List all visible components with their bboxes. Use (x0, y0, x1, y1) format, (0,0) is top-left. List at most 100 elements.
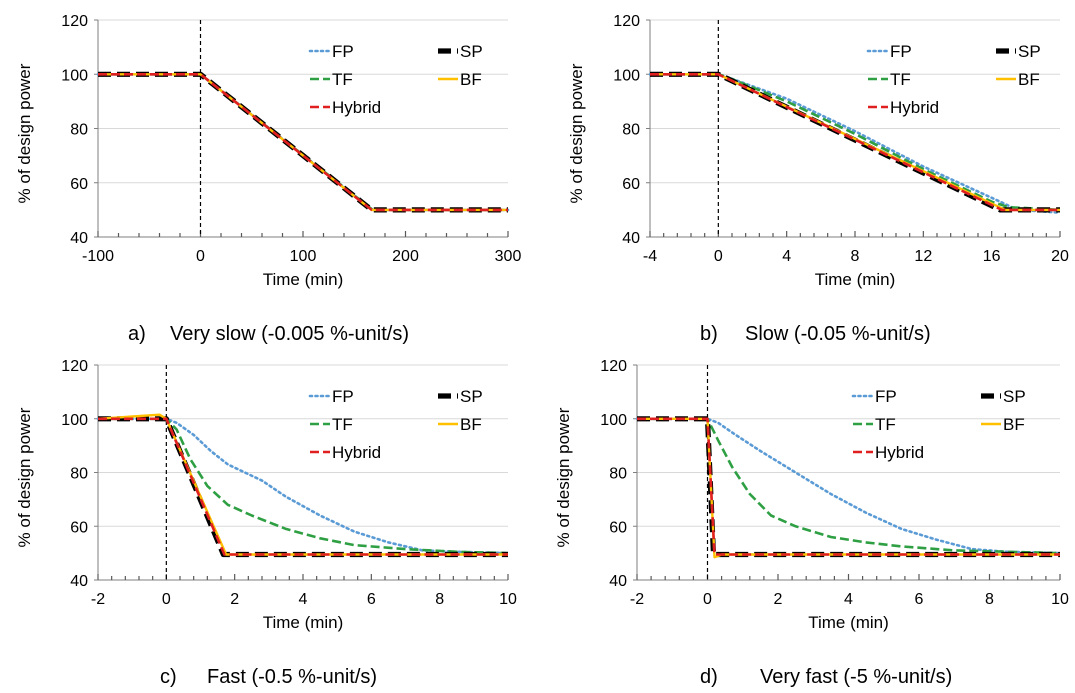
series-line-sp (98, 71, 508, 213)
x-tick-label: 6 (915, 591, 924, 608)
legend-label-fp: FP (332, 42, 354, 61)
x-tick-label: 10 (1051, 591, 1069, 608)
x-tick-label: -2 (630, 591, 644, 608)
legend-label-tf: TF (332, 70, 353, 89)
legend: FP SP TF BF Hybrid (308, 42, 483, 117)
y-axis-label: % of design power (567, 63, 586, 203)
y-tick-label: 100 (613, 67, 640, 84)
y-axis-label: % of design power (15, 407, 34, 547)
x-tick-label: 0 (196, 248, 205, 265)
legend-label-hybrid: Hybrid (332, 98, 381, 117)
x-tick-label: 10 (499, 591, 517, 608)
x-tick-label: 4 (299, 591, 308, 608)
y-tick-label: 40 (622, 230, 640, 247)
series-line-bf (98, 73, 508, 212)
legend-label-bf: BF (460, 70, 482, 89)
caption-text: Slow (-0.05 %-unit/s) (745, 323, 931, 345)
chart-panel-1: -100 0 100 200 300 40 60 80 100 120 Time (min) % of… (15, 13, 521, 345)
x-axis-label: Time (min) (808, 613, 889, 632)
series-line-sp (650, 71, 1060, 213)
x-tick-label: 8 (435, 591, 444, 608)
y-tick-label: 60 (70, 519, 88, 536)
x-axis-label: Time (min) (263, 613, 344, 632)
caption-letter: c) (160, 666, 177, 688)
x-tick-label: 2 (774, 591, 783, 608)
x-tick-label: 200 (392, 248, 419, 265)
y-tick-label: 60 (622, 176, 640, 193)
series-line-fp (96, 417, 510, 555)
y-tick-label: 40 (609, 573, 627, 590)
legend-label-hybrid: Hybrid (890, 98, 939, 117)
legend-label-sp: SP (1018, 42, 1041, 61)
caption-letter: a) (128, 323, 146, 345)
series-line-sp (637, 416, 1060, 558)
x-tick-label: 100 (290, 248, 317, 265)
legend-label-fp: FP (875, 387, 897, 406)
x-tick-label: 20 (1051, 248, 1069, 265)
y-tick-label: 80 (70, 466, 88, 483)
legend: FP SP TF BF Hybrid (308, 387, 483, 462)
legend-label-tf: TF (875, 415, 896, 434)
series-line-tf (98, 417, 509, 555)
legend-label-sp: SP (1003, 387, 1026, 406)
x-axis-label: Time (min) (263, 270, 344, 289)
legend-label-hybrid: Hybrid (332, 443, 381, 462)
series-line-hybrid (637, 417, 1060, 556)
series-line-tf (98, 73, 508, 212)
y-axis-label: % of design power (554, 407, 573, 547)
x-tick-label: 300 (495, 248, 522, 265)
x-tick-label: -2 (91, 591, 105, 608)
x-tick-label: 6 (367, 591, 376, 608)
y-tick-label: 120 (600, 358, 627, 375)
y-tick-label: 40 (70, 573, 88, 590)
caption-text: Very fast (-5 %-unit/s) (760, 666, 952, 688)
y-axis-label: % of design power (15, 63, 34, 203)
caption-text: Very slow (-0.005 %-unit/s) (170, 323, 409, 345)
x-tick-label: 2 (230, 591, 239, 608)
series-line-hybrid (650, 73, 1060, 212)
x-tick-label: 0 (703, 591, 712, 608)
chart-panel-2: -4 0 4 8 12 16 20 40 60 80 100 120 Time (min) % of de… (567, 13, 1069, 345)
legend-label-bf: BF (1018, 70, 1040, 89)
series-line-fp (635, 417, 1062, 555)
legend: FP SP TF BF Hybrid (851, 387, 1026, 462)
legend-label-bf: BF (1003, 415, 1025, 434)
y-tick-label: 60 (70, 176, 88, 193)
series-line-hybrid (98, 417, 508, 556)
legend-label-sp: SP (460, 42, 483, 61)
y-tick-label: 100 (61, 412, 88, 429)
legend-label-tf: TF (332, 415, 353, 434)
x-tick-label: -4 (643, 248, 657, 265)
y-tick-label: 80 (609, 466, 627, 483)
legend: FP SP TF BF Hybrid (866, 42, 1041, 117)
series-line-fp (648, 73, 1062, 214)
series-line-fp (96, 73, 510, 212)
x-tick-label: 4 (844, 591, 853, 608)
series-line-hybrid (98, 73, 508, 212)
caption-letter: b) (700, 323, 718, 345)
series-line-sp (98, 416, 508, 558)
y-tick-label: 120 (61, 13, 88, 30)
legend-label-fp: FP (332, 387, 354, 406)
caption-letter: d) (700, 666, 718, 688)
y-tick-label: 120 (613, 13, 640, 30)
x-axis-label: Time (min) (815, 270, 896, 289)
x-tick-label: 0 (162, 591, 171, 608)
y-tick-label: 120 (61, 358, 88, 375)
legend-label-sp: SP (460, 387, 483, 406)
chart-panel-3: -2 0 2 4 6 8 10 40 60 80 100 120 Time (min) % of desi… (15, 358, 517, 688)
legend-label-tf: TF (890, 70, 911, 89)
legend-label-bf: BF (460, 415, 482, 434)
x-tick-label: 4 (782, 248, 791, 265)
y-tick-label: 60 (609, 519, 627, 536)
series-line-bf (637, 417, 1060, 559)
chart-panel-4: -2 0 2 4 6 8 10 40 60 80 100 120 Time (min) % of desi… (554, 358, 1069, 688)
x-tick-label: 8 (985, 591, 994, 608)
legend-label-hybrid: Hybrid (875, 443, 924, 462)
x-tick-label: 0 (714, 248, 723, 265)
series-line-tf (637, 417, 1061, 555)
series-line-bf (97, 413, 508, 556)
y-tick-label: 80 (70, 122, 88, 139)
x-tick-label: 16 (983, 248, 1001, 265)
